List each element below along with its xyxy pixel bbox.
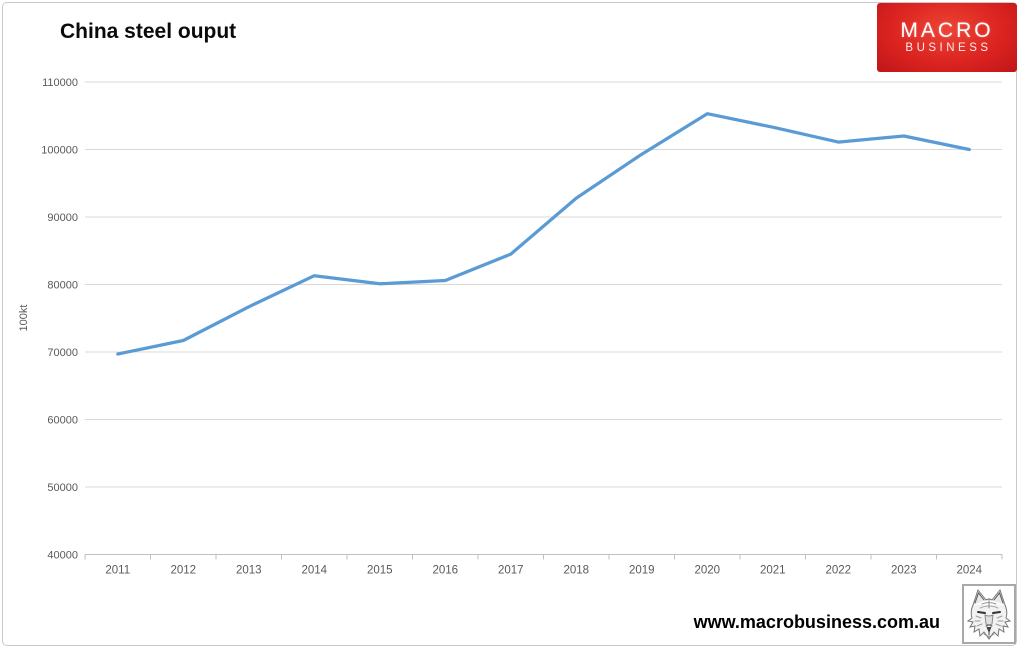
wolf-logo bbox=[962, 584, 1016, 644]
x-tick-label: 2021 bbox=[760, 565, 786, 577]
x-tick-label: 2015 bbox=[367, 565, 393, 577]
x-tick-label: 2016 bbox=[432, 565, 458, 577]
footer-url: www.macrobusiness.com.au bbox=[693, 612, 940, 632]
x-tick-label: 2017 bbox=[498, 565, 524, 577]
x-tick-label: 2019 bbox=[629, 565, 655, 577]
x-tick-label: 2018 bbox=[563, 565, 589, 577]
x-tick-label: 2011 bbox=[105, 565, 130, 577]
chart-title: China steel ouput bbox=[60, 20, 237, 43]
x-tick-label: 2023 bbox=[891, 565, 917, 577]
x-tick-label: 2024 bbox=[956, 565, 982, 577]
x-tick-label: 2020 bbox=[694, 565, 720, 577]
y-tick-label: 40000 bbox=[47, 550, 78, 562]
y-tick-label: 50000 bbox=[47, 482, 78, 494]
macrobusiness-logo: MACRO BUSINESS bbox=[877, 3, 1017, 72]
logo-macro-text: MACRO bbox=[900, 19, 994, 43]
wolf-icon bbox=[966, 588, 1012, 640]
x-tick-label: 2014 bbox=[301, 565, 327, 577]
y-tick-label: 60000 bbox=[47, 415, 78, 427]
y-axis-title: 100kt bbox=[18, 305, 30, 332]
y-tick-label: 110000 bbox=[42, 77, 78, 89]
x-tick-label: 2022 bbox=[825, 565, 851, 577]
steel-output-chart: 40000 50000 60000 70000 80000 90000 100000 1100… bbox=[18, 77, 1003, 577]
steel-output-line bbox=[116, 112, 971, 356]
y-tick-label: 100000 bbox=[41, 145, 78, 157]
y-tick-label: 90000 bbox=[47, 212, 78, 224]
y-tick-label: 70000 bbox=[47, 347, 78, 359]
x-tick-label: 2012 bbox=[170, 565, 196, 577]
logo-business-text: BUSINESS bbox=[905, 42, 992, 55]
x-tick-label: 2013 bbox=[236, 565, 262, 577]
y-tick-label: 80000 bbox=[47, 280, 78, 292]
